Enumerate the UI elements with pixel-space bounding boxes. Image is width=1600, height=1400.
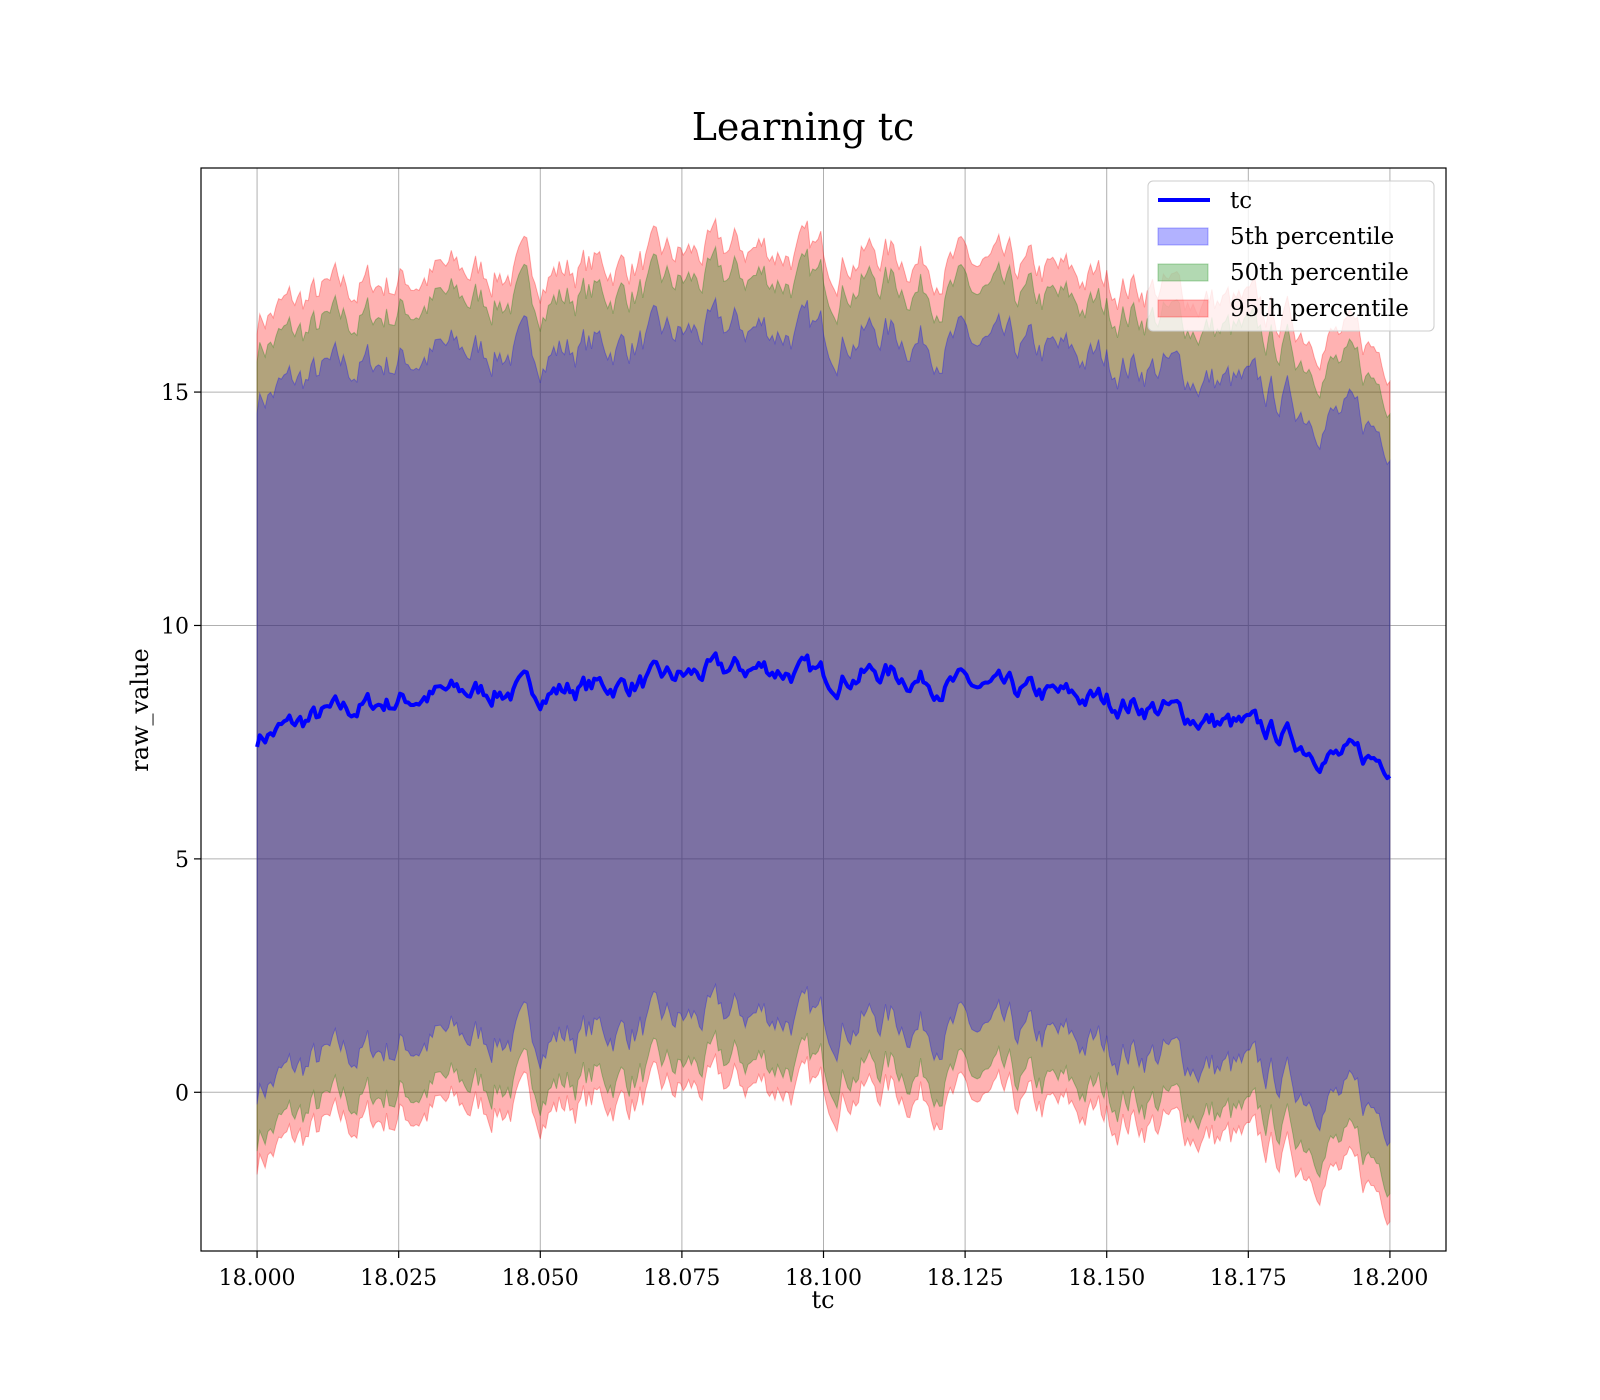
y-tick-label-2: 10 xyxy=(161,614,189,639)
x-tick-label-1: 18.025 xyxy=(360,1266,437,1291)
x-tick-label-4: 18.100 xyxy=(785,1266,862,1291)
y-tick-label-0: 0 xyxy=(175,1081,189,1106)
band-95th-percentile xyxy=(256,217,1391,1226)
x-tick-label-3: 18.075 xyxy=(643,1266,720,1291)
x-axis: 18.000 18.025 18.050 18.075 18.100 18.125 18.1… xyxy=(219,1251,1428,1291)
legend-label-tc: tc xyxy=(1230,188,1252,214)
tc-line-layer xyxy=(255,651,1392,781)
legend: tc 5th percentile 50th percentile 95th p… xyxy=(1147,180,1435,332)
x-tick-label-6: 18.150 xyxy=(1068,1266,1145,1291)
y-axis-label: raw_value xyxy=(126,648,154,772)
legend-swatch-95th xyxy=(1157,299,1209,318)
legend-swatch-5th xyxy=(1157,227,1209,246)
grid xyxy=(201,168,1446,1251)
x-axis-label: tc xyxy=(811,1286,834,1314)
x-tick-label-8: 18.200 xyxy=(1351,1266,1428,1291)
y-tick-label-3: 15 xyxy=(161,381,189,406)
x-tick-label-2: 18.050 xyxy=(502,1266,579,1291)
x-tick-label-0: 18.000 xyxy=(219,1266,296,1291)
x-tick-label-5: 18.125 xyxy=(927,1266,1004,1291)
tc-line xyxy=(255,651,1392,781)
percentile-bands xyxy=(256,217,1391,1226)
legend-label-5th: 5th percentile xyxy=(1230,224,1394,250)
y-tick-label-1: 5 xyxy=(175,848,189,873)
legend-label-50th: 50th percentile xyxy=(1230,260,1409,286)
x-tick-label-7: 18.175 xyxy=(1210,1266,1287,1291)
chart-title: Learning tc xyxy=(692,105,915,149)
y-axis: 0 5 10 15 xyxy=(161,381,201,1106)
band-5th-percentile xyxy=(256,296,1391,1147)
legend-label-95th: 95th percentile xyxy=(1230,296,1409,322)
legend-swatch-50th xyxy=(1157,263,1209,282)
legend-box xyxy=(1147,180,1435,332)
band-50th-percentile xyxy=(256,245,1391,1198)
